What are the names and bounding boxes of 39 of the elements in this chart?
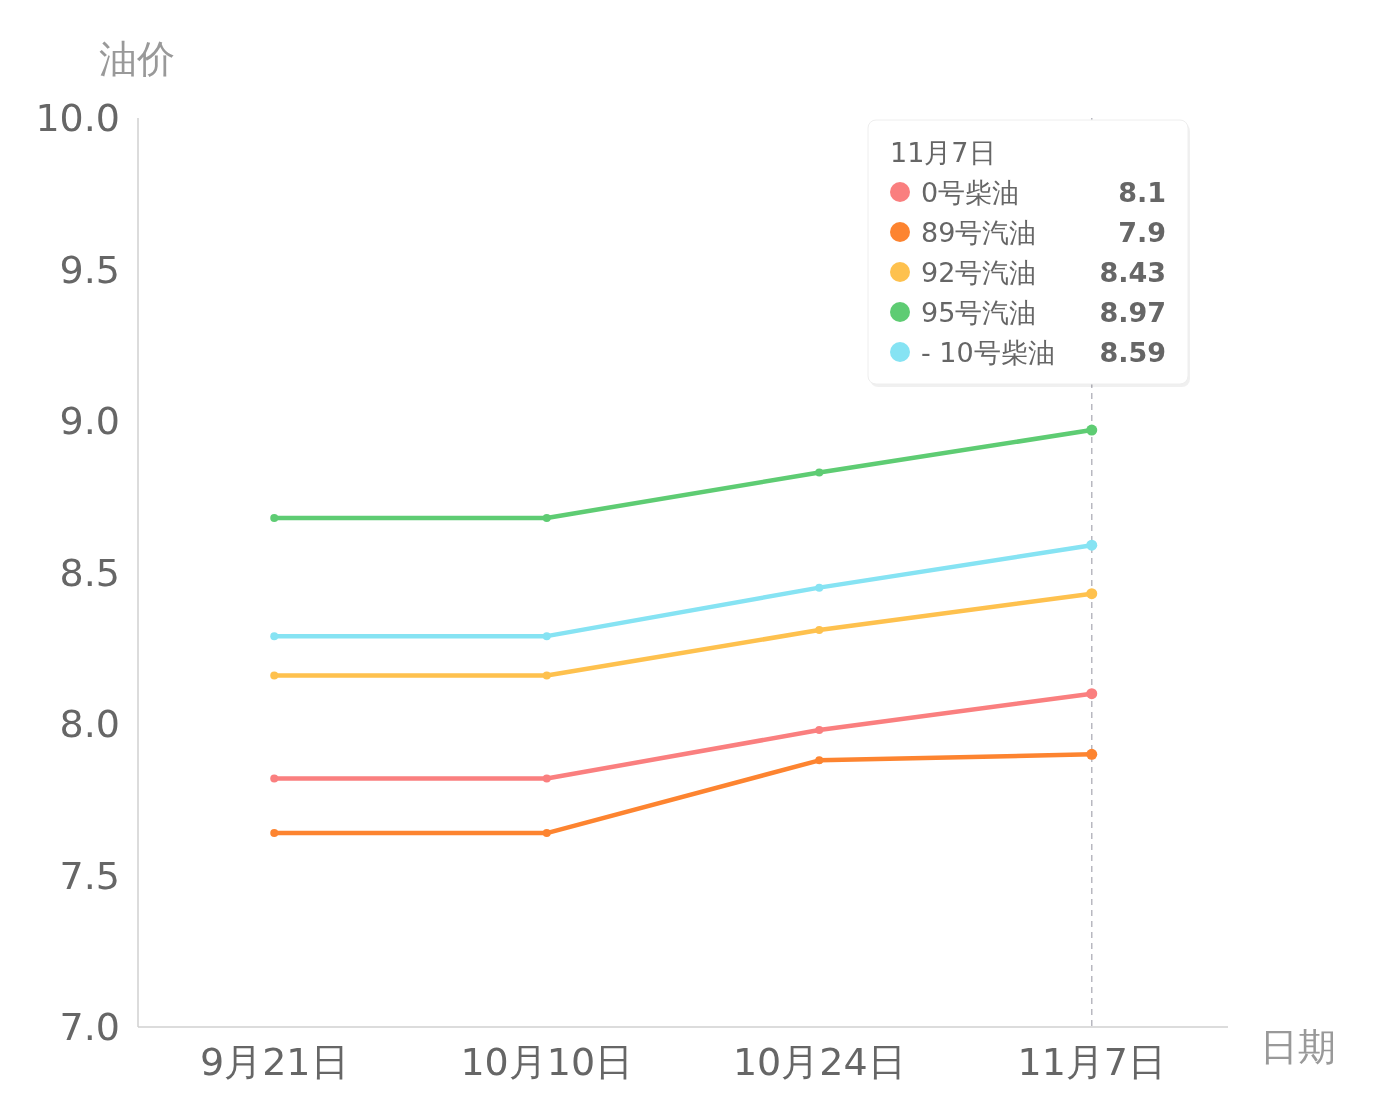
annotation: 8.59	[1099, 336, 1166, 368]
annotation: 8.43	[1099, 256, 1166, 288]
point	[542, 671, 551, 680]
legend-label: 89号汽油	[921, 216, 1037, 248]
point	[815, 626, 824, 635]
legend-label: 92号汽油	[921, 256, 1037, 288]
point	[270, 513, 279, 522]
point	[270, 829, 279, 838]
point	[542, 632, 551, 641]
annotation: 8.1	[1118, 176, 1166, 208]
legend-label: - 10号柴油	[921, 336, 1055, 368]
x-tick-label: 10月10日	[460, 1040, 634, 1084]
y-tick-label: 7.5	[59, 853, 120, 898]
point	[542, 829, 551, 838]
point	[270, 632, 279, 641]
x-tick-label: 11月7日	[1017, 1040, 1167, 1084]
legend-label: 0号柴油	[921, 176, 1020, 208]
legend-title: 11月7日	[890, 136, 996, 168]
y-tick-label: 10.0	[35, 96, 120, 140]
x-tick-label: 9月21日	[199, 1040, 349, 1084]
point	[815, 583, 824, 592]
x-tick-label: 10月24日	[732, 1040, 906, 1084]
point	[270, 671, 279, 680]
y-tick-label: 9.5	[59, 247, 120, 292]
point	[815, 468, 824, 477]
point	[270, 774, 279, 783]
point	[815, 726, 824, 735]
y-tick-label: 8.0	[59, 702, 120, 746]
point	[542, 774, 551, 783]
annotation: 8.97	[1099, 296, 1166, 328]
point	[542, 513, 551, 522]
x-axis-title: 日期	[1260, 1025, 1336, 1069]
y-tick-label: 8.5	[59, 550, 120, 595]
point	[815, 756, 824, 765]
y-tick-label: 7.0	[59, 1005, 120, 1049]
y-tick-label: 9.0	[59, 399, 120, 443]
y-axis-title: 油价	[99, 37, 175, 81]
annotation: 7.9	[1118, 216, 1166, 248]
legend-label: 95号汽油	[921, 296, 1037, 328]
